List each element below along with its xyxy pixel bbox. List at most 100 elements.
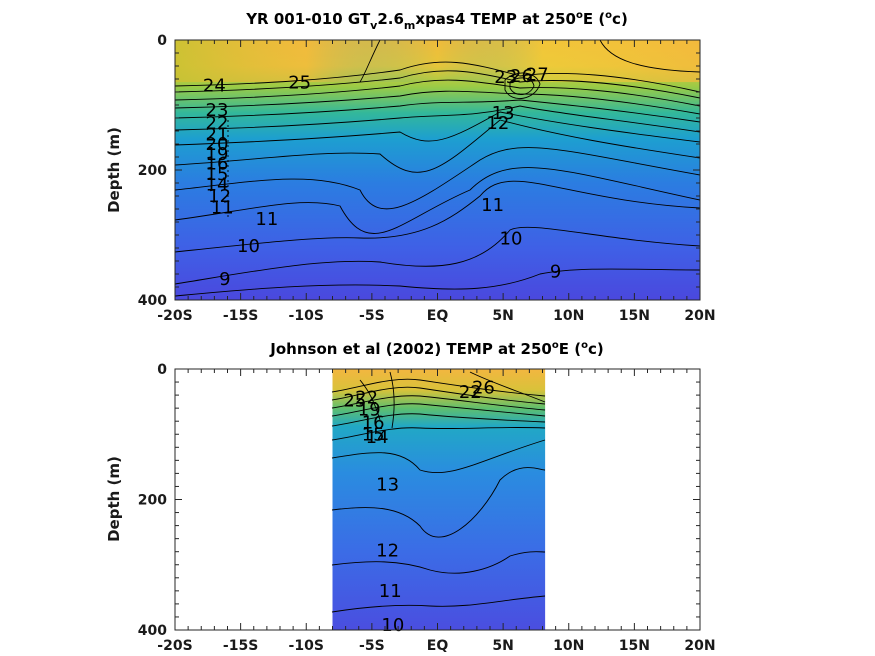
x-tick-label: 20N xyxy=(684,308,715,324)
contour-label: 24 xyxy=(203,76,226,97)
contour-line xyxy=(175,61,700,93)
contour-label: 11 xyxy=(211,198,234,219)
contour-line xyxy=(175,180,700,253)
temperature-fill xyxy=(175,40,700,300)
contour-line xyxy=(175,268,700,297)
x-tick-label: 5N xyxy=(492,308,513,324)
contour-line xyxy=(599,40,700,73)
contour-label: 16 xyxy=(362,413,385,434)
contour-label: 23 xyxy=(206,100,229,121)
contour-label: 10 xyxy=(237,236,260,257)
contour-label: 14 xyxy=(206,174,229,195)
contour-label: 11 xyxy=(481,195,504,216)
chart-title: YR 001-010 GTv2.6mxpas4 TEMP at 250oE (o… xyxy=(245,10,628,32)
contour-label: 19 xyxy=(358,399,381,420)
contour-label: 22 xyxy=(206,113,229,134)
contour-line xyxy=(175,99,700,123)
panel-bottom: Johnson et al (2002) TEMP at 250oE (oc) … xyxy=(105,340,716,654)
x-tick-label: EQ xyxy=(427,308,449,324)
contour-line xyxy=(469,371,546,403)
contour-line xyxy=(359,40,381,83)
contour-label: 15 xyxy=(206,164,229,185)
x-tick-label: -10S xyxy=(289,308,324,324)
contour-line xyxy=(331,386,546,405)
x-tick-label: -5S xyxy=(359,308,385,324)
contour-line xyxy=(175,119,700,173)
contour-line xyxy=(389,371,395,429)
contour-label: 10 xyxy=(381,615,404,636)
contour-label: 26 xyxy=(510,66,533,87)
contour-label: 9 xyxy=(550,261,561,282)
contour-line xyxy=(509,77,535,95)
contour-label: 19 xyxy=(206,144,229,165)
contour-line xyxy=(175,90,700,115)
contour-label: 26 xyxy=(472,377,495,398)
contour-line xyxy=(359,379,381,421)
chart-title: Johnson et al (2002) TEMP at 250oE (oc) xyxy=(269,340,603,358)
contour-line xyxy=(331,467,546,538)
x-tick-label: 10N xyxy=(553,308,584,324)
x-tick-label: -15S xyxy=(223,638,258,654)
x-tick-label: -5S xyxy=(359,638,385,654)
panel-top: YR 001-010 GTv2.6mxpas4 TEMP at 250oE (o… xyxy=(105,10,716,324)
contour-line xyxy=(331,413,546,427)
x-axis: -20S -15S -10S -5S EQ 5N 10N 15N 20N xyxy=(157,369,716,654)
contour-label: 14 xyxy=(366,427,389,448)
contour-line xyxy=(331,378,546,397)
contour-label: 13 xyxy=(492,103,515,124)
contour-label: 22 xyxy=(355,388,378,409)
contour-line xyxy=(175,167,700,234)
y-tick-label: 400 xyxy=(138,293,167,309)
contour-label: 13 xyxy=(376,474,399,495)
contour-label: 12 xyxy=(376,540,399,561)
contour-lines xyxy=(331,371,546,613)
x-tick-label: 5N xyxy=(492,638,513,654)
contour-field xyxy=(175,40,700,300)
y-tick-label: 0 xyxy=(157,33,167,49)
x-tick-label: 20N xyxy=(684,638,715,654)
y-tick-label: 200 xyxy=(138,493,167,509)
contour-line xyxy=(175,70,700,99)
contour-line xyxy=(331,595,546,613)
contour-label: 10 xyxy=(500,228,523,249)
y-axis: 0 200 400 xyxy=(138,362,700,639)
contour-label: 11 xyxy=(379,581,402,602)
contour-label: 27 xyxy=(526,64,549,85)
contour-label: 9 xyxy=(219,269,230,290)
x-tick-label: EQ xyxy=(427,638,449,654)
contour-label: 11 xyxy=(255,209,278,230)
x-axis: -20S -15S -10S -5S EQ 5N 10N 15N 20N xyxy=(157,40,716,324)
x-tick-label: 15N xyxy=(619,638,650,654)
x-tick-label: 10N xyxy=(553,638,584,654)
y-axis-label: Depth (m) xyxy=(105,127,123,213)
contour-label: 12 xyxy=(486,113,509,134)
y-tick-label: 400 xyxy=(138,623,167,639)
contour-label: 22 xyxy=(459,382,482,403)
x-tick-label: -15S xyxy=(223,308,258,324)
x-tick-label: -10S xyxy=(289,638,324,654)
contour-line xyxy=(331,439,546,474)
contour-line xyxy=(331,551,546,574)
contour-line xyxy=(175,105,700,133)
contour-line xyxy=(331,426,546,441)
y-tick-label: 200 xyxy=(138,163,167,179)
contour-label: 15 xyxy=(362,424,385,445)
contour-line xyxy=(331,395,546,411)
y-axis-label: Depth (m) xyxy=(105,456,123,542)
x-tick-label: -20S xyxy=(157,308,192,324)
x-tick-label: -20S xyxy=(157,638,192,654)
contour-label: 12 xyxy=(208,186,231,207)
contour-label: 25 xyxy=(288,72,311,93)
contour-field xyxy=(331,369,546,630)
y-axis: 0 200 400 xyxy=(138,33,700,309)
contour-label: 20 xyxy=(206,134,229,155)
contour-line xyxy=(331,403,546,417)
contour-line xyxy=(504,72,541,99)
contour-line xyxy=(175,147,700,210)
x-tick-label: 15N xyxy=(619,308,650,324)
contour-label: 21 xyxy=(206,124,229,145)
contour-line xyxy=(175,79,700,107)
contour-label: 23 xyxy=(494,67,517,88)
contour-line xyxy=(175,226,700,285)
